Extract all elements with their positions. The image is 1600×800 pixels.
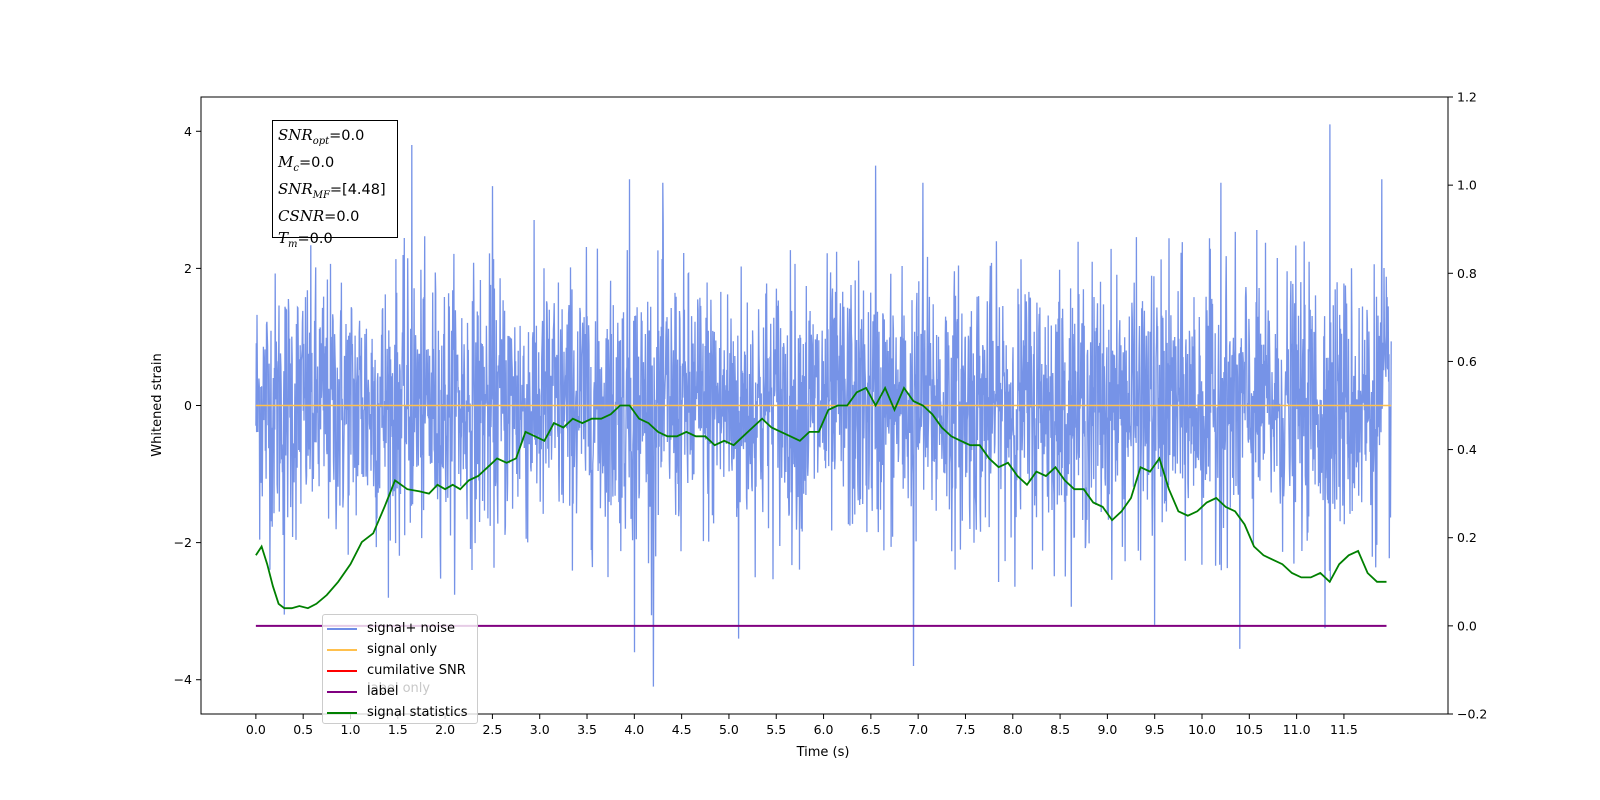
legend-label: cumilative SNR <box>367 663 466 678</box>
y2-tick-label: 1.0 <box>1457 178 1477 193</box>
y-tick-label: 4 <box>184 124 192 139</box>
x-tick-label: 9.0 <box>1097 722 1117 737</box>
legend-item-signal-statistics: signal statistics <box>327 702 477 723</box>
series-signal-noise <box>255 124 1392 687</box>
x-tick-label: 11.5 <box>1330 722 1358 737</box>
legend-label: signal only <box>367 642 438 657</box>
stats-tm: Tm=0.0 <box>278 229 333 250</box>
y2-tick-label: 0.2 <box>1457 530 1477 545</box>
y-axis-title: Whitened strain <box>150 353 165 456</box>
plot-area <box>255 124 1392 687</box>
x-tick-label: 5.0 <box>719 722 739 737</box>
x-tick-label: 3.5 <box>577 722 597 737</box>
legend-swatch <box>327 711 357 714</box>
x-tick-label: 10.0 <box>1188 722 1216 737</box>
x-tick-label: 5.5 <box>766 722 786 737</box>
y2-tick-label: 0.0 <box>1457 618 1477 633</box>
x-tick-label: 0.0 <box>246 722 266 737</box>
x-tick-label: 3.0 <box>530 722 550 737</box>
x-tick-label: 6.5 <box>861 722 881 737</box>
legend-label: signal+ noise <box>367 621 456 636</box>
y2-tick-label: 0.8 <box>1457 266 1477 281</box>
x-tick-label: 4.5 <box>672 722 692 737</box>
series-signal-statistics <box>255 385 1387 610</box>
legend-swatch <box>327 690 357 693</box>
stats-annotation-box: SNRopt=0.0 Mc=0.0 SNRMF=[4.48] CSNR=0.0 … <box>272 120 398 250</box>
x-tick-label: 0.5 <box>293 722 313 737</box>
y2-tick-label: 0.4 <box>1457 442 1477 457</box>
x-tick-label: 2.0 <box>435 722 455 737</box>
x-tick-label: 6.0 <box>814 722 834 737</box>
legend-item-signal-only: signal only <box>327 639 477 660</box>
y2-tick-label: 1.2 <box>1457 90 1477 105</box>
y-tick-label: 0 <box>184 398 192 413</box>
axes: 0.0 0.5 1.0 1.5 2.0 2.5 3.0 3.5 4.0 4.5 5.0 5.5 6.0 6… <box>174 90 1488 738</box>
y-tick-label: −4 <box>174 672 192 687</box>
legend-ghost-text: label only <box>367 681 431 696</box>
legend: label only signal+ noise signal only cum… <box>322 614 478 724</box>
legend-swatch <box>327 648 357 651</box>
stats-snr-mf: SNRMF=[4.48] <box>278 180 386 201</box>
x-tick-label: 4.0 <box>624 722 644 737</box>
x-tick-label: 1.0 <box>341 722 361 737</box>
y-tick-label: −2 <box>174 535 192 550</box>
stats-mc: Mc=0.0 <box>278 153 335 174</box>
legend-label: label <box>367 684 399 699</box>
legend-label: signal statistics <box>367 705 468 720</box>
stats-csnr: CSNR=0.0 <box>278 207 360 225</box>
x-tick-label: 10.5 <box>1235 722 1263 737</box>
legend-item-cumulative-snr: cumilative SNR <box>327 660 477 681</box>
legend-swatch <box>327 627 357 630</box>
legend-item-signal-noise: signal+ noise <box>327 618 477 639</box>
y-tick-label: 2 <box>184 261 192 276</box>
legend-item-label: label <box>327 681 477 702</box>
x-tick-label: 8.0 <box>1003 722 1023 737</box>
x-tick-label: 11.0 <box>1283 722 1311 737</box>
x-tick-label: 9.5 <box>1145 722 1165 737</box>
x-tick-label: 8.5 <box>1050 722 1070 737</box>
x-tick-label: 7.5 <box>956 722 976 737</box>
y2-tick-label: 0.6 <box>1457 354 1477 369</box>
stats-snr-opt: SNRopt=0.0 <box>278 126 365 147</box>
x-tick-label: 7.0 <box>908 722 928 737</box>
x-tick-label: 1.5 <box>388 722 408 737</box>
legend-swatch <box>327 669 357 672</box>
x-axis-title: Time (s) <box>796 745 850 760</box>
y2-tick-label: −0.2 <box>1457 707 1487 722</box>
x-tick-label: 2.5 <box>482 722 502 737</box>
